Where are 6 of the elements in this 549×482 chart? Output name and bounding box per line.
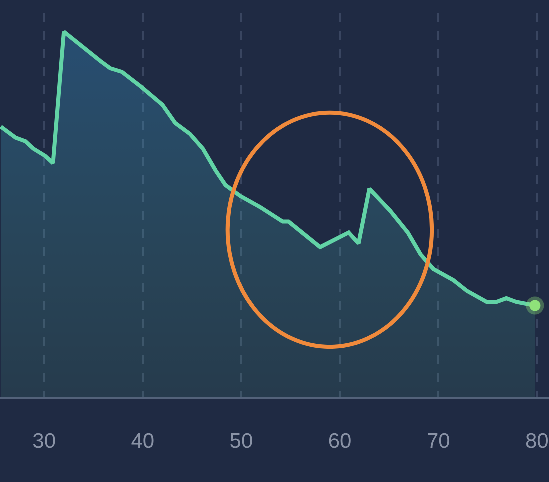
x-tick-label: 70 xyxy=(426,430,450,454)
x-tick-label: 40 xyxy=(131,430,155,454)
x-tick-label: 60 xyxy=(328,430,352,454)
x-tick-label: 30 xyxy=(32,430,56,454)
x-tick-label: 50 xyxy=(230,430,254,454)
x-tick-label: 80 xyxy=(525,430,549,454)
